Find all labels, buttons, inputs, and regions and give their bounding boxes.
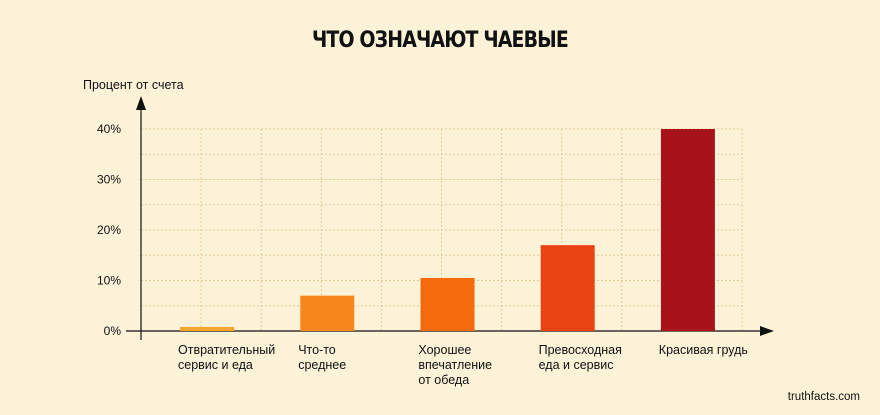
y-tick-label: 20%: [97, 223, 121, 237]
y-axis-label: Процент от счета: [83, 78, 184, 92]
bar: [660, 129, 715, 331]
x-category-label: Красивая грудь: [659, 343, 748, 357]
x-axis-arrow: [760, 326, 774, 336]
y-tick-label: 30%: [97, 173, 121, 187]
x-category-label: Превосходная еда и сервис: [539, 343, 622, 372]
x-category-label: Хорошее впечатление от обеда: [418, 343, 492, 387]
chart-title: ЧТО ОЗНАЧАЮТ ЧАЕВЫЕ: [312, 28, 569, 53]
bar: [300, 295, 355, 331]
x-category-labels: Отвратительный сервис и еда Что-то среднее Х…: [178, 343, 748, 387]
y-tick-label: 10%: [97, 274, 121, 288]
bar: [420, 277, 475, 331]
bars: [180, 129, 715, 331]
source-credit: truthfacts.com: [787, 391, 860, 403]
x-category-label: Отвратительный сервис и еда: [178, 343, 275, 372]
bar: [180, 326, 235, 331]
bar: [540, 245, 595, 331]
y-tick-labels: 0% 10% 20% 30% 40%: [97, 122, 121, 338]
x-category-label: Что-то среднее: [298, 343, 346, 372]
y-axis-arrow: [136, 96, 146, 110]
y-tick-label: 0%: [104, 324, 122, 338]
y-tick-label: 40%: [97, 122, 121, 136]
